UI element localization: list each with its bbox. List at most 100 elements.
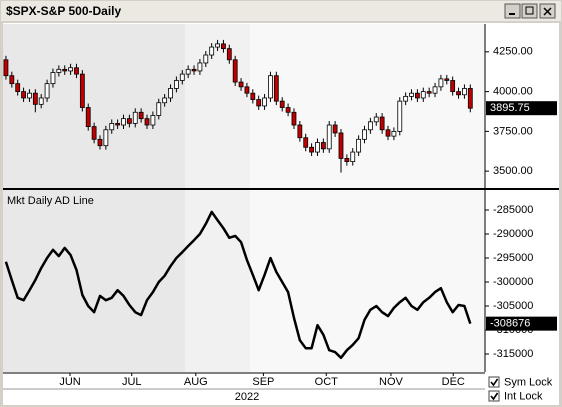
candle-body [138, 111, 144, 120]
candle-body [85, 107, 91, 127]
candle-body [338, 132, 344, 159]
candle-body [203, 54, 209, 64]
candle-body [444, 78, 450, 81]
candle-body [74, 67, 79, 75]
candle-body [397, 100, 403, 132]
candle-body [44, 83, 50, 99]
y-tick-label: -305000 [493, 300, 533, 312]
candle-body [262, 97, 267, 107]
x-tick-label: OCT [315, 376, 339, 388]
candle-body [291, 111, 297, 126]
x-tick-label: AUG [184, 376, 208, 388]
window-buttons[interactable] [504, 3, 556, 19]
candle-body [367, 121, 373, 131]
candle-body [409, 92, 414, 97]
candle-body [15, 83, 21, 93]
checkbox[interactable] [488, 390, 500, 402]
candle-body [403, 95, 409, 102]
candle-body [197, 62, 203, 72]
candle-body [38, 97, 44, 105]
candle-body [244, 86, 250, 94]
candle-body [68, 67, 73, 72]
last-value-label: -308676 [490, 318, 530, 330]
candle-body [450, 80, 456, 93]
x-tick-label: JUN [59, 376, 80, 388]
candle-body [309, 146, 314, 153]
candle-body [27, 92, 32, 99]
candle-body [356, 138, 362, 153]
candle-body [285, 107, 291, 113]
candle-body [297, 124, 303, 139]
y-tick-label: -300000 [493, 276, 533, 288]
minimize-button[interactable] [504, 3, 521, 19]
candle-body [250, 92, 256, 100]
last-price-box [486, 101, 557, 116]
candle-body [3, 59, 9, 77]
y-tick-label: -315000 [493, 348, 533, 360]
checkbox-label[interactable]: Int Lock [504, 390, 543, 402]
title-bar [1, 1, 561, 21]
shade-right [250, 24, 485, 372]
maximize-button[interactable] [521, 3, 538, 19]
candle-body [385, 129, 391, 137]
candle-body [462, 88, 467, 96]
candle-body [215, 43, 220, 48]
candle-body [315, 142, 320, 153]
candle-body [373, 116, 379, 123]
candle-body [332, 124, 338, 134]
y-tick-label: -295000 [493, 252, 533, 264]
checkbox-label[interactable]: Sym Lock [504, 376, 553, 388]
candle-body [268, 75, 273, 99]
last-price-label: 3895.75 [490, 102, 530, 114]
candle-body [456, 91, 461, 96]
candle-body [185, 68, 191, 75]
y-tick-label: 4250.00 [493, 46, 533, 58]
y-tick-label: 3500.00 [493, 165, 533, 177]
candle-body [162, 97, 168, 104]
candle-body [432, 86, 438, 94]
candle-body [109, 123, 115, 131]
x-tick-label: SEP [252, 376, 274, 388]
candle-body [256, 99, 262, 107]
candle-body [91, 126, 97, 140]
candle-body [326, 124, 332, 150]
candle-body [150, 115, 156, 126]
candle-body [232, 59, 238, 83]
candle-body [156, 102, 162, 116]
candle-body [97, 138, 103, 147]
candle-body [56, 68, 62, 73]
candle-body [226, 48, 232, 61]
candle-body [467, 88, 473, 109]
window-title: $SPX-S&P 500-Daily [6, 4, 121, 18]
shade-left [3, 24, 185, 372]
y-tick-label: -285000 [493, 204, 533, 216]
checkmark [490, 378, 499, 387]
checkbox[interactable] [488, 376, 500, 388]
candle-body [32, 92, 38, 105]
maximize-icon [525, 6, 534, 15]
candle-body [79, 73, 85, 108]
candle-body [303, 137, 309, 148]
candle-body [179, 73, 185, 81]
panel-title: Mkt Daily AD Line [7, 195, 94, 207]
candle-body [191, 68, 197, 72]
candle-body [174, 80, 179, 89]
x-tick-label: JUL [122, 376, 142, 388]
y-tick-label: -290000 [493, 228, 533, 240]
candle-body [350, 151, 356, 162]
candle-body [344, 158, 350, 162]
last-value-box [486, 316, 557, 331]
year-label: 2022 [235, 391, 259, 403]
candle-body [121, 118, 126, 126]
candle-body [415, 92, 420, 99]
candle-body [273, 75, 279, 102]
candle-body [132, 111, 138, 124]
candle-body [320, 142, 326, 150]
candle-body [391, 130, 397, 137]
x-tick-label: DEC [442, 376, 465, 388]
candle-body [238, 81, 244, 88]
candle-body [144, 118, 150, 126]
candle-body [221, 43, 226, 50]
shade-mid [185, 24, 250, 372]
candle-body [62, 68, 68, 72]
